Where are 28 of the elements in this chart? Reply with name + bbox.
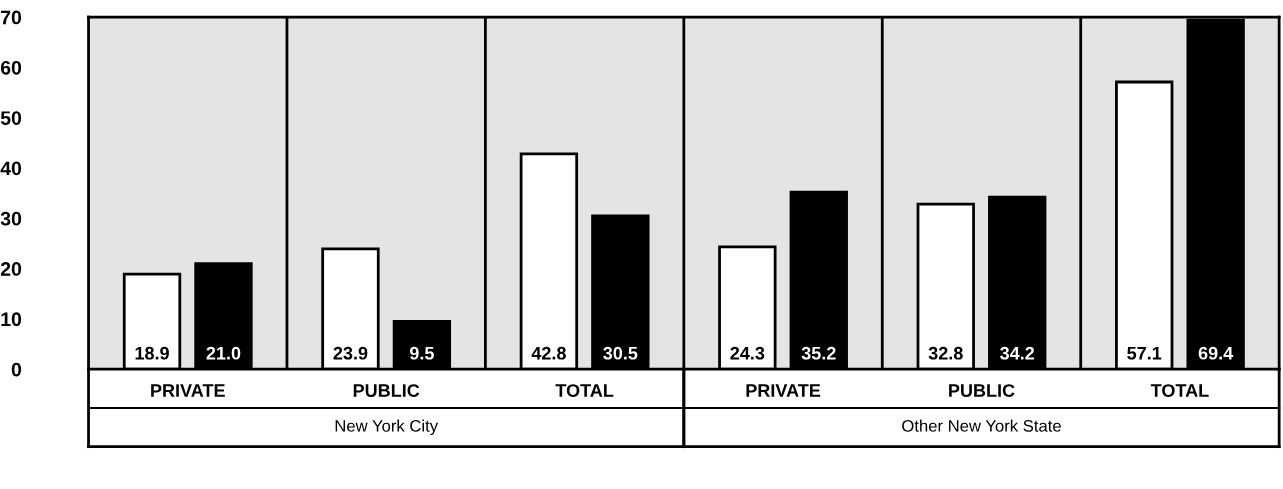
x-tick-label: PUBLIC: [949, 384, 1015, 397]
data-label: 18.9: [135, 346, 169, 360]
data-label: 69.4: [1198, 346, 1234, 360]
text: Other New York State: [902, 419, 1061, 432]
data-label: 32.8: [928, 346, 963, 360]
data-label: 42.8: [531, 346, 566, 360]
x-tick-label: TOTAL: [555, 384, 614, 397]
y-tick-label: 60: [0, 60, 22, 75]
data-label: 21.0: [206, 346, 241, 360]
x-tick-label: PRIVATE: [151, 384, 225, 397]
x-tick-label: TOTAL: [1150, 384, 1209, 397]
y-tick-label: 40: [0, 161, 22, 176]
x-tick-label: PRIVATE: [746, 384, 821, 397]
y-tick-label: 70: [1, 10, 22, 25]
data-label: 34.2: [1000, 346, 1035, 360]
data-label: 35.2: [801, 346, 836, 360]
x-tick-label: PUBLIC: [353, 384, 420, 397]
data-label: 30.5: [603, 346, 638, 360]
data-label: 57.1: [1127, 346, 1162, 360]
y-tick-label: 20: [0, 262, 22, 276]
y-tick-label: 0: [11, 362, 22, 377]
y-tick-label: 10: [1, 312, 22, 327]
y-tick-label: 30: [0, 211, 22, 226]
text: New York City: [335, 419, 439, 436]
data-label: 23.9: [333, 346, 368, 360]
data-label: 9.5: [409, 346, 434, 360]
data-label: 24.3: [730, 346, 765, 360]
y-tick-label: 50: [0, 111, 22, 125]
